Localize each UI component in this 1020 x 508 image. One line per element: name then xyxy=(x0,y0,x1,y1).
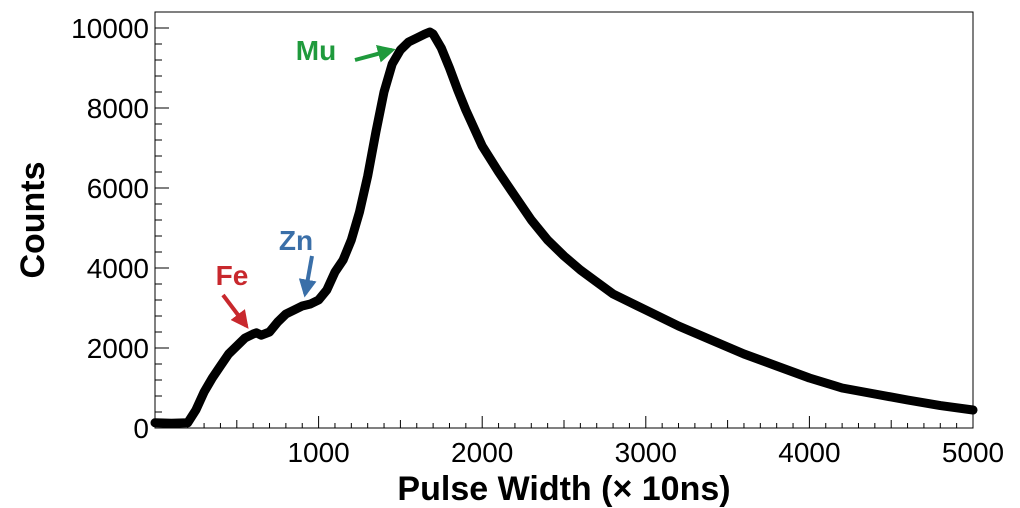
annotation-label-zn: Zn xyxy=(279,225,313,256)
y-tick-label: 6000 xyxy=(87,173,149,204)
annotation-arrow-zn xyxy=(298,255,317,298)
x-tick-label: 1000 xyxy=(287,437,349,468)
y-tick-label: 0 xyxy=(133,413,149,444)
plot-frame xyxy=(154,11,974,429)
annotation-label-fe: Fe xyxy=(216,260,249,291)
y-tick-label: 4000 xyxy=(87,253,149,284)
annotation-arrow-mu xyxy=(354,45,396,63)
x-tick-label: 4000 xyxy=(778,437,840,468)
x-tick-label: 2000 xyxy=(451,437,513,468)
y-tick-label: 2000 xyxy=(87,333,149,364)
annotation-arrow-fe xyxy=(221,293,249,329)
annotations: Fe Zn Mu xyxy=(216,35,396,329)
x-axis-title: Pulse Width (× 10ns) xyxy=(397,470,730,508)
x-tick-label: 3000 xyxy=(615,437,677,468)
x-tick-label: 5000 xyxy=(942,437,1004,468)
x-axis-ticks: 1000 2000 3000 4000 5000 xyxy=(154,416,1004,468)
y-tick-label: 10000 xyxy=(71,13,149,44)
annotation-label-mu: Mu xyxy=(296,35,336,66)
y-axis-ticks: 0 2000 4000 6000 8000 10000 xyxy=(71,11,169,444)
y-tick-label: 8000 xyxy=(87,93,149,124)
y-axis-title: Counts xyxy=(14,161,52,278)
series-line-counts xyxy=(150,27,978,428)
